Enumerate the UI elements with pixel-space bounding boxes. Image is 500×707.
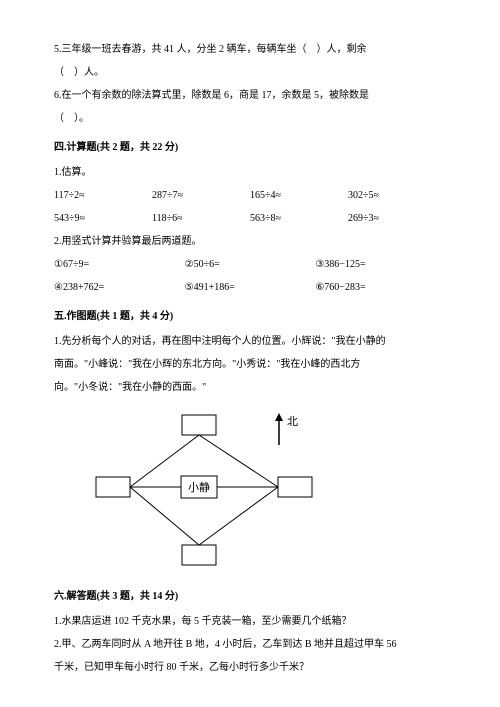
calc-cell: ③386−125= [315,255,446,274]
q6-text-a: 6.在一个有余数的除法算式里，除数是 6，商是 17，余数是 5，被除数是 [54,90,369,101]
q5-text-d: ）人。 [74,67,104,78]
calc-row-3: ①67÷9= ②50÷6= ③386−125= [54,255,446,274]
question-6-line2: （ ）。 [54,109,446,128]
calc-cell: 118÷6≈ [152,209,250,228]
calc-row-4: ④238+762= ⑤491+186= ⑥760−283= [54,278,446,297]
section-5-title: 五.作图题(共 1 题，共 4 分) [54,307,446,326]
calc-cell: ⑤491+186= [185,278,316,297]
sec5-q1-a: 1.先分析每个人的对话，再在图中注明每个人的位置。小辉说："我在小静的 [54,332,446,351]
calc-cell: ②50÷6= [185,255,316,274]
calc-row-1: 117÷2≈ 287÷7≈ 165÷4≈ 302÷5≈ [54,186,446,205]
sec5-q1-c: 向。"小冬说："我在小静的西面。" [54,378,446,397]
question-5: 5.三年级一班去春游，共 41 人，分坐 2 辆车，每辆车坐（ ）人，剩余 [54,40,446,59]
calc-cell: 563÷8≈ [250,209,348,228]
section-6-title: 六.解答题(共 3 题，共 14 分) [54,587,446,606]
calc-cell: 543÷9≈ [54,209,152,228]
calc-cell: ⑥760−283= [315,278,446,297]
sec6-q1: 1.水果店运进 102 千克水果，每 5 千克装一箱，至少需要几个纸箱？ [54,612,446,631]
svg-text:北: 北 [287,415,298,428]
calc-cell: 302÷5≈ [348,186,446,205]
q5-text-a: 5.三年级一班去春游，共 41 人，分坐 2 辆车，每辆车坐（ [54,44,307,55]
sec5-q1-b: 南面。"小峰说："我在小辉的东北方向。"小秀说："我在小峰的西北方 [54,355,446,374]
sec6-q2-b: 千米，已知甲车每小时行 80 千米，乙每小时行多少千米？ [54,658,446,677]
sec4-q2-label: 2.用竖式计算并验算最后两道题。 [54,232,446,251]
calc-cell: ④238+762= [54,278,185,297]
q6-text-b: （ [54,113,64,124]
question-6: 6.在一个有余数的除法算式里，除数是 6，商是 17，余数是 5，被除数是 [54,86,446,105]
q5-text-b: ）人，剩余 [317,44,367,55]
calc-cell: 165÷4≈ [250,186,348,205]
q5-text-c: （ [54,67,64,78]
question-5-line2: （ ）人。 [54,63,446,82]
section-4-title: 四.计算题(共 2 题，共 22 分) [54,138,446,157]
calc-row-2: 543÷9≈ 118÷6≈ 563÷8≈ 269÷3≈ [54,209,446,228]
svg-text:小静: 小静 [188,480,210,494]
q6-text-c: ）。 [74,113,89,124]
calc-cell: ①67÷9= [54,255,185,274]
calc-cell: 117÷2≈ [54,186,152,205]
sec6-q2-a: 2.甲、乙两车同时从 A 地开往 B 地，4 小时后，乙车到达 B 地并且超过甲… [54,635,446,654]
calc-cell: 269÷3≈ [348,209,446,228]
sec4-q1-label: 1.估算。 [54,163,446,182]
calc-cell: 287÷7≈ [152,186,250,205]
position-diagram: 小静 北 [84,407,334,577]
diagram-svg: 小静 北 [84,407,334,577]
